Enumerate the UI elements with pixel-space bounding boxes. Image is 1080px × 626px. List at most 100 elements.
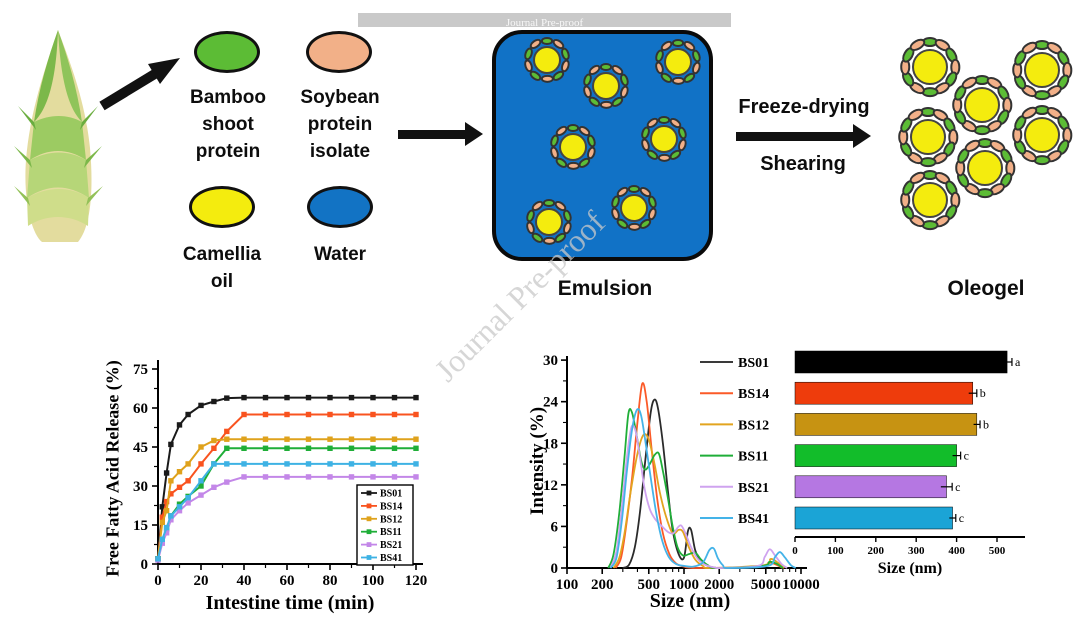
svg-text:75: 75 — [133, 362, 148, 378]
water-ellipse — [307, 186, 373, 228]
arrow-ingredients-to-emulsion — [398, 122, 483, 146]
dls-chart-canvas: 100 200 500 1000 2000 5000 10000 0 6 12 18 24 30 — [543, 353, 820, 593]
ffa-legend-BS01: BS01 — [380, 489, 402, 500]
bar-chart-canvas: BS01 a BS14 b BS12 b BS11 c BS21 c BS41 c 0 100 200 300… — [700, 350, 1025, 577]
bar-legend-BS21: BS21 — [738, 481, 769, 496]
svg-text:24: 24 — [543, 395, 559, 411]
dls-series-BS41 — [609, 408, 797, 569]
sig-letter-BS11: c — [964, 449, 969, 463]
svg-text:30: 30 — [543, 353, 558, 369]
oil-droplet-micelle — [609, 184, 659, 232]
ffa-legend-box — [356, 484, 414, 566]
oil-droplet-micelle — [524, 198, 574, 246]
oil-droplet-micelle — [897, 106, 958, 167]
svg-text:100: 100 — [827, 545, 844, 557]
svg-text:5000: 5000 — [751, 577, 781, 593]
oil-droplet-micelle — [522, 36, 572, 84]
ffa-legend-BS21: BS21 — [380, 540, 402, 551]
oil-droplet-micelle — [1011, 39, 1072, 100]
journal-preproof-bar: Journal Pre-proof — [358, 13, 731, 29]
svg-text:0: 0 — [551, 561, 559, 577]
svg-text:1000: 1000 — [669, 577, 699, 593]
svg-text:60: 60 — [280, 573, 295, 589]
ffa-legend-BS11: BS11 — [380, 527, 402, 538]
series-BS12 — [157, 438, 416, 559]
series-BS01 — [157, 396, 416, 559]
svg-text:100: 100 — [556, 577, 579, 593]
freeze-drying-label: Freeze-drying — [738, 96, 870, 118]
ffa-release-chart: 0 20 40 60 80 100 120 0 15 30 45 60 75 BS01 BS14 BS12 BS… — [85, 328, 515, 626]
oil-droplet-micelle — [548, 123, 598, 171]
ffa-legend-BS41: BS41 — [380, 553, 402, 564]
svg-text:0: 0 — [141, 557, 149, 573]
svg-text:500: 500 — [638, 577, 661, 593]
water-label: Water — [313, 244, 367, 265]
bar-legend-BS11: BS11 — [738, 450, 768, 465]
mean-size-bar-chart: BS01 a BS14 b BS12 b BS11 c BS21 c BS41 c 0 100 200 300… — [695, 346, 1080, 578]
sig-letter-BS01: a — [1015, 355, 1021, 369]
svg-text:2000: 2000 — [704, 577, 734, 593]
oil-droplet-micelle — [951, 74, 1012, 135]
svg-text:15: 15 — [133, 518, 148, 534]
bar-BS01 — [794, 350, 1008, 374]
sig-letter-BS12: b — [983, 417, 989, 431]
svg-text:18: 18 — [543, 436, 558, 452]
svg-text:10000: 10000 — [782, 577, 820, 593]
bar-legend-BS12: BS12 — [738, 418, 769, 433]
bar-legend-BS14: BS14 — [738, 387, 769, 402]
svg-text:45: 45 — [133, 440, 148, 456]
dls-series-BS01 — [622, 398, 717, 569]
ffa-legend-BS12: BS12 — [380, 514, 402, 525]
svg-text:80: 80 — [323, 573, 338, 589]
oil-droplet-micelle — [899, 169, 960, 230]
sig-letter-BS21: c — [955, 480, 960, 494]
oil-droplet-micelle — [653, 38, 703, 86]
bar-BS41 — [794, 506, 953, 530]
svg-text:500: 500 — [989, 545, 1006, 557]
oil-droplet-micelle — [1011, 104, 1072, 165]
emulsion-box — [492, 30, 713, 261]
svg-text:200: 200 — [868, 545, 885, 557]
svg-text:12: 12 — [543, 478, 558, 494]
oleogel-label: Oleogel — [947, 277, 1025, 300]
bar-legend-BS01: BS01 — [738, 356, 769, 371]
bar-BS21 — [794, 475, 947, 499]
bamboo-shoot-protein-ellipse — [194, 31, 260, 73]
svg-text:0: 0 — [154, 573, 162, 589]
svg-text:60: 60 — [133, 401, 148, 417]
ffa-xlabel: Intestine time (min) — [205, 592, 375, 614]
bar-BS12 — [794, 413, 978, 436]
soybean-protein-isolate-ellipse — [306, 31, 372, 73]
dls-ylabel: Intensity (%) — [527, 406, 548, 516]
size-distribution-chart: 100 200 500 1000 2000 5000 10000 0 6 12 18 24 30 Int… — [520, 332, 855, 626]
svg-text:120: 120 — [405, 573, 428, 589]
bar-BS11 — [794, 444, 957, 467]
svg-text:300: 300 — [908, 545, 925, 557]
svg-text:6: 6 — [551, 519, 559, 535]
svg-text:40: 40 — [237, 573, 252, 589]
bar-xlabel: Size (nm) — [878, 560, 942, 577]
oil-droplet-micelle — [581, 62, 631, 110]
oil-droplet-micelle — [639, 115, 689, 163]
svg-text:20: 20 — [194, 573, 209, 589]
dls-xlabel: Size (nm) — [649, 590, 731, 612]
svg-text:100: 100 — [362, 573, 385, 589]
bar-legend-BS41: BS41 — [738, 512, 769, 527]
bamboo-shoot-illustration — [14, 30, 103, 242]
journal-preproof-bar-text: Journal Pre-proof — [505, 17, 584, 29]
shearing-label: Shearing — [760, 153, 846, 175]
sig-letter-BS14: b — [980, 386, 986, 400]
sig-letter-BS41: c — [959, 511, 964, 525]
ffa-ylabel: Free Fatty Acid Release (%) — [102, 360, 123, 577]
soybean-protein-isolate-label: Soybean protein isolate — [300, 87, 380, 162]
ffa-legend-BS14: BS14 — [380, 501, 402, 512]
camellia-oil-ellipse — [189, 186, 255, 228]
svg-text:400: 400 — [948, 545, 965, 557]
arrow-bamboo-to-ingredients — [99, 58, 180, 111]
arrow-emulsion-to-oleogel — [736, 124, 871, 148]
svg-text:0: 0 — [792, 545, 798, 557]
camellia-oil-label: Camellia oil — [182, 244, 262, 292]
oil-droplet-micelle — [899, 36, 960, 97]
